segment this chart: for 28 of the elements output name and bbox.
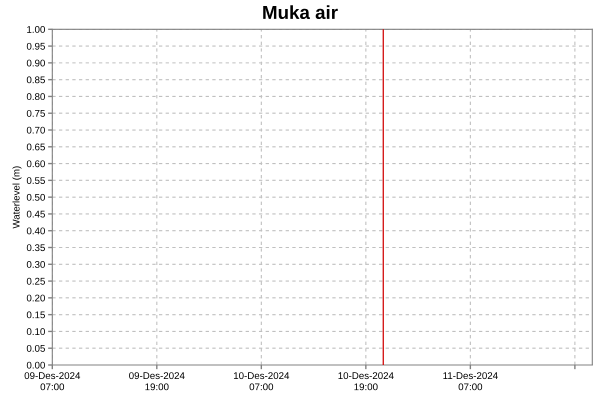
x-tick-label: 10-Des-2024 07:00 <box>234 372 290 390</box>
y-tick-label: 1.00 <box>27 26 45 33</box>
y-tick-label: 0.20 <box>26 294 45 302</box>
y-tick-label: 0.90 <box>26 60 45 66</box>
y-tick-label: 0.80 <box>26 93 45 100</box>
y-tick-label: 0.25 <box>26 278 45 285</box>
y-tick-label: 0.45 <box>26 210 45 218</box>
y-tick-label: 0.40 <box>26 227 45 234</box>
y-tick-label: 0.55 <box>26 177 45 184</box>
y-tick-label: 0.70 <box>26 126 45 134</box>
y-tick-label: 0.30 <box>26 261 45 268</box>
y-tick-label: 0.95 <box>26 42 45 50</box>
y-tick-label: 0.75 <box>26 110 45 117</box>
y-tick-label: 0.65 <box>26 144 45 150</box>
y-tick-label: 0.35 <box>26 244 45 252</box>
x-tick-label: 10-Des-2024 19:00 <box>338 372 394 390</box>
x-tick-label: 09-Des-2024 07:00 <box>24 372 80 390</box>
x-tick-label: 09-Des-2024 19:00 <box>129 372 185 390</box>
y-tick-label: 0.05 <box>26 344 45 352</box>
y-tick-label: 0.50 <box>26 194 45 201</box>
y-tick-label: 0.15 <box>26 311 45 318</box>
y-axis-title: Waterlevel (m) <box>12 166 22 229</box>
y-tick-label: 0.60 <box>26 160 45 168</box>
x-tick-label: 11-Des-2024 07:00 <box>443 372 498 390</box>
chart-title: Muka air <box>263 5 338 20</box>
y-tick-label: 0.10 <box>26 328 45 336</box>
y-tick-label: 0.00 <box>26 362 45 369</box>
y-tick-label: 0.85 <box>26 76 45 84</box>
